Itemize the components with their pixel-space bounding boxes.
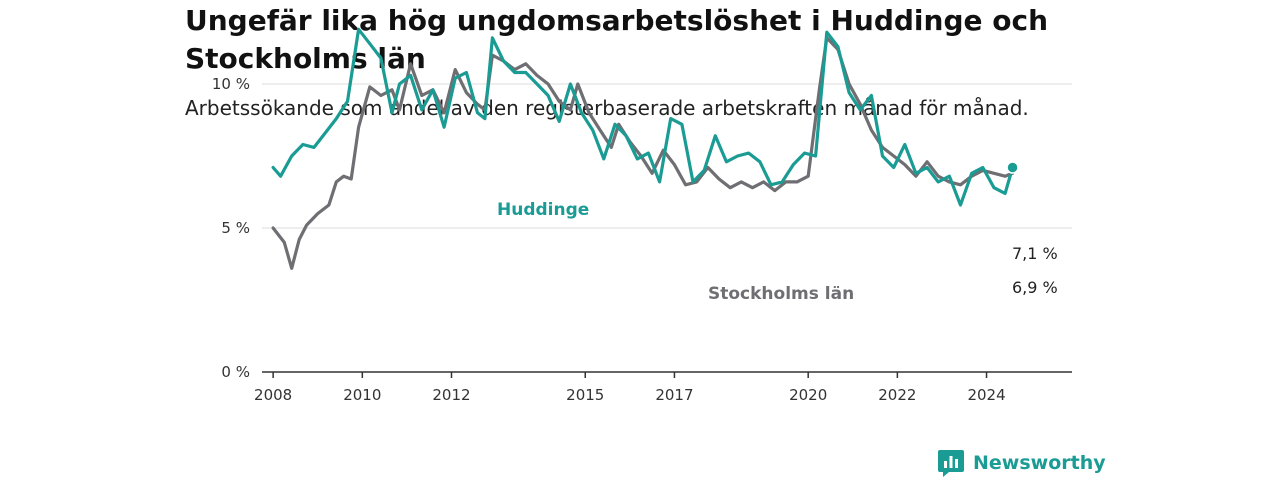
end-value-label-stockholms-lan: 6,9 % [1012, 278, 1058, 297]
x-tick-label: 2012 [432, 386, 470, 404]
y-tick-label: 0 % [221, 363, 250, 381]
x-tick-label: 2015 [566, 386, 604, 404]
y-tick-label: 10 % [212, 75, 250, 93]
series-label-huddinge: Huddinge [497, 200, 589, 220]
y-tick-label: 5 % [221, 219, 250, 237]
chart-title: Ungefär lika hög ungdomsarbetslöshet i H… [185, 4, 1049, 75]
brand-name: Newsworthy [973, 452, 1106, 474]
line-chart: 0 % 5 % 10 % 2008 2010 2012 2015 2017 2020 2022 20… [212, 27, 1072, 404]
series-line-huddinge [271, 27, 1015, 207]
x-tick-label: 2024 [967, 386, 1005, 404]
x-tick-label: 2022 [878, 386, 916, 404]
x-tick-label: 2010 [343, 386, 381, 404]
series-label-stockholms-lan: Stockholms län [708, 284, 854, 304]
newsworthy-logo-icon [938, 450, 964, 477]
x-tick-label: 2017 [655, 386, 693, 404]
end-value-label-huddinge: 7,1 % [1012, 244, 1058, 263]
x-tick-label: 2008 [254, 386, 292, 404]
chart-subtitle: Arbetssökande som andel av den registerb… [185, 96, 1029, 120]
end-marker [1006, 161, 1019, 174]
brand-logo: Newsworthy [937, 448, 1106, 478]
x-tick-label: 2020 [789, 386, 827, 404]
